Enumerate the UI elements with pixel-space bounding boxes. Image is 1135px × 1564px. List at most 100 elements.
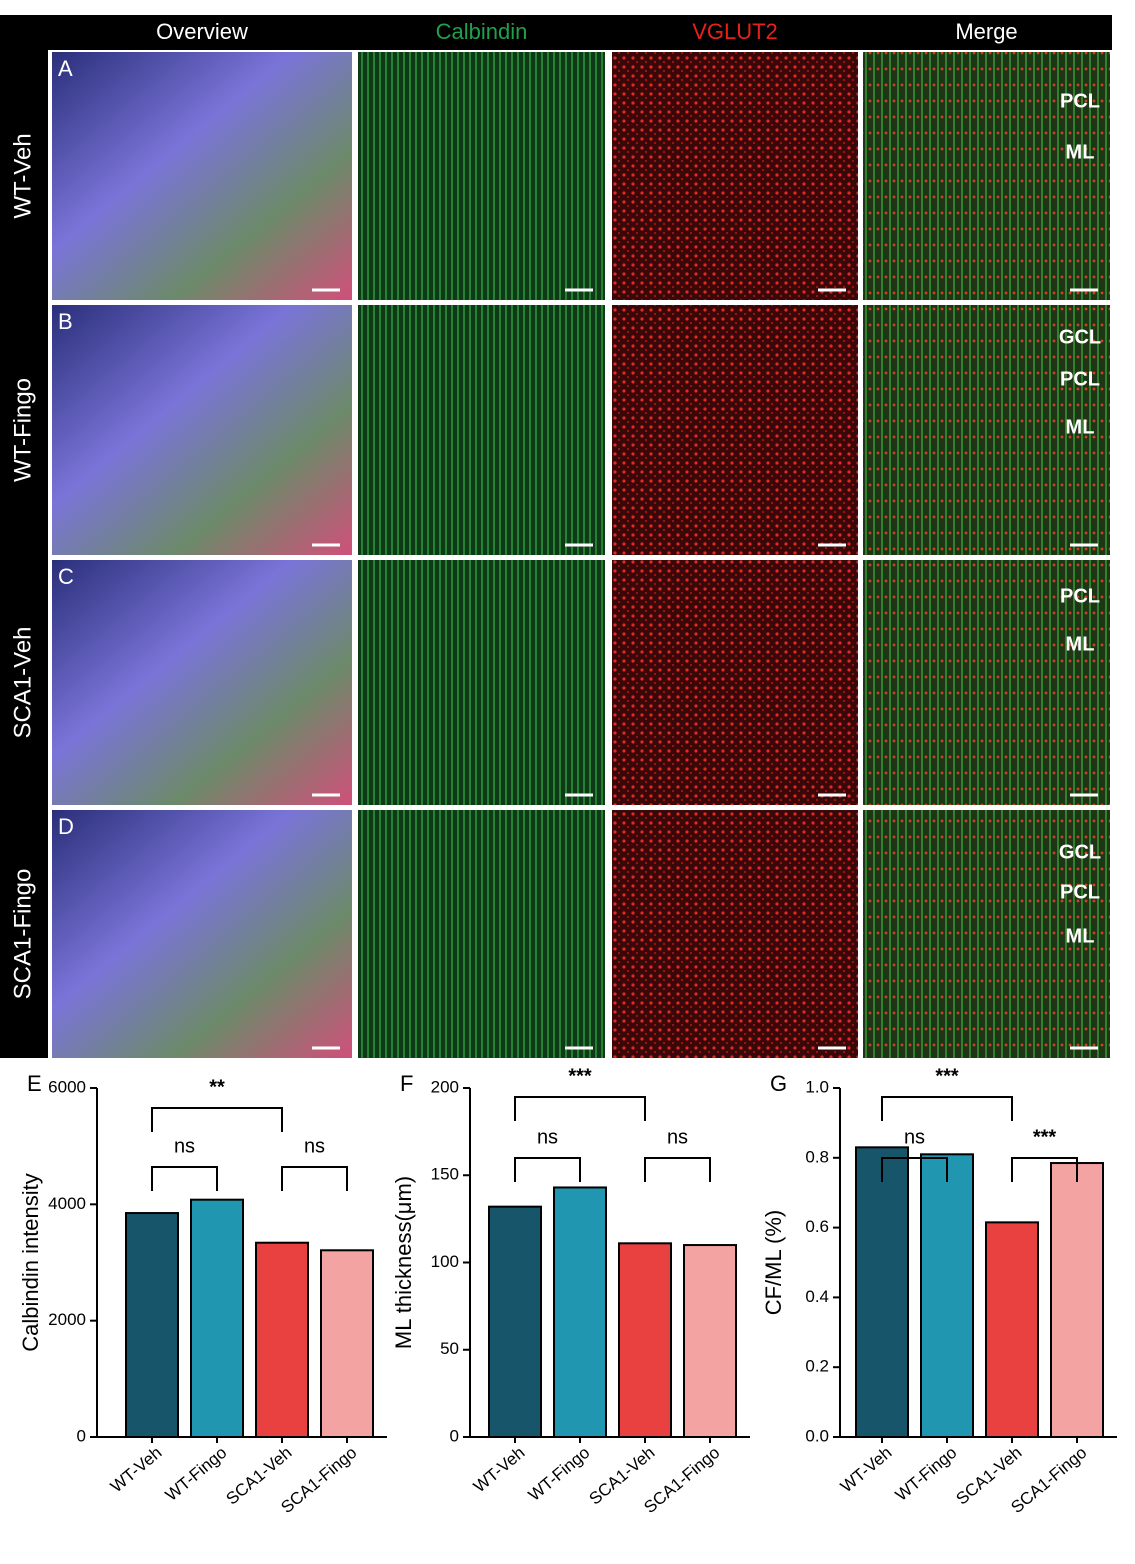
micrograph [52,305,352,555]
significance-label: ns [304,1135,325,1157]
layer-label: GCL [1059,326,1101,348]
bar [920,1153,974,1439]
y-tick-label: 0 [450,1426,459,1445]
bar [683,1244,737,1439]
y-tick-label: 4000 [48,1194,86,1213]
y-tick-label: 2000 [48,1310,86,1329]
y-tick-label: 0.0 [805,1426,829,1445]
column-header: VGLUT2 [692,19,778,44]
y-tick-label: 150 [431,1165,459,1184]
y-tick-label: 0.2 [805,1357,829,1376]
layer-label: GCL [1059,841,1101,863]
image-grid: Overview Calbindin VGLUT2 Merge A WT-Veh PCL ML… [9,19,1110,1058]
significance-label: *** [568,1065,592,1087]
layer-label: ML [1066,141,1095,163]
layer-label: ML [1066,416,1095,438]
micrograph [52,810,352,1058]
y-tick-label: 200 [431,1077,459,1096]
micrograph [863,810,1110,1058]
y-axis-label: ML thickness(μm) [391,1176,416,1349]
y-axis-label: CF/ML (%) [761,1210,786,1316]
y-tick-label: 1.0 [805,1077,829,1096]
significance-bracket [881,1157,948,1182]
y-axis-label: Calbindin intensity [18,1173,43,1352]
layer-label: PCL [1060,585,1100,607]
significance-label: ns [537,1126,558,1148]
micrograph [612,52,858,300]
micrograph [358,305,605,555]
significance-label: *** [935,1065,959,1087]
y-tick-label: 0.8 [805,1147,829,1166]
significance-label: ns [904,1126,925,1148]
significance-label: ns [667,1126,688,1148]
significance-bracket [151,1107,283,1132]
significance-bracket [281,1166,348,1191]
y-tick-label: 0.4 [805,1287,829,1306]
column-header: Merge [955,19,1017,44]
y-tick-label: 50 [440,1339,459,1358]
x-tick-label: WT-Fingo [525,1443,594,1505]
bar [553,1186,607,1438]
significance-bracket [1011,1157,1078,1182]
bar [618,1242,672,1439]
micrograph [358,52,605,300]
panel-letter: A [58,56,73,81]
row-label: WT-Veh [9,133,36,218]
row-label: SCA1-Fingo [9,869,36,1000]
y-tick-label: 0.6 [805,1217,829,1236]
significance-label: *** [1033,1126,1057,1148]
panel-letter: D [58,814,74,839]
layer-label: ML [1066,925,1095,947]
row-label: SCA1-Veh [9,626,36,738]
y-tick-label: 0 [77,1426,86,1445]
panel-letter: G [770,1071,787,1096]
significance-bracket [514,1096,646,1121]
micrograph [358,810,605,1058]
layer-label: PCL [1060,90,1100,112]
panel-letter: C [58,564,74,589]
micrograph [52,560,352,805]
significance-label: ns [174,1135,195,1157]
y-tick-label: 100 [431,1252,459,1271]
micrograph [612,810,858,1058]
micrograph [358,560,605,805]
column-header: Calbindin [436,19,528,44]
header-bar [48,15,1112,50]
x-tick-label: WT-Veh [837,1443,896,1496]
bar [320,1249,374,1439]
significance-bracket [514,1157,581,1182]
row-label-bar [0,15,48,1058]
layer-label: PCL [1060,881,1100,903]
bar [855,1146,909,1438]
x-tick-label: WT-Veh [107,1443,166,1496]
significance-label: ** [209,1076,225,1098]
x-tick-label: WT-Fingo [892,1443,961,1505]
x-tick-label: WT-Veh [470,1443,529,1496]
row-label: WT-Fingo [9,378,36,482]
micrograph [52,52,352,300]
layer-label: PCL [1060,368,1100,390]
bar [488,1205,542,1439]
bar [985,1221,1039,1438]
column-header: Overview [156,19,248,44]
bar [190,1198,244,1439]
panel-letter: F [400,1071,413,1096]
significance-bracket [881,1096,1013,1121]
bar [255,1241,309,1439]
x-tick-label: WT-Fingo [162,1443,231,1505]
panel-letter: E [27,1071,42,1096]
panel-letter: B [58,309,73,334]
micrograph [863,52,1110,300]
micrograph [612,560,858,805]
bar [125,1212,179,1439]
significance-bracket [644,1157,711,1182]
bar [1050,1162,1104,1439]
significance-bracket [151,1166,218,1191]
micrograph [863,560,1110,805]
micrograph [863,305,1110,555]
layer-label: ML [1066,633,1095,655]
micrograph [612,305,858,555]
